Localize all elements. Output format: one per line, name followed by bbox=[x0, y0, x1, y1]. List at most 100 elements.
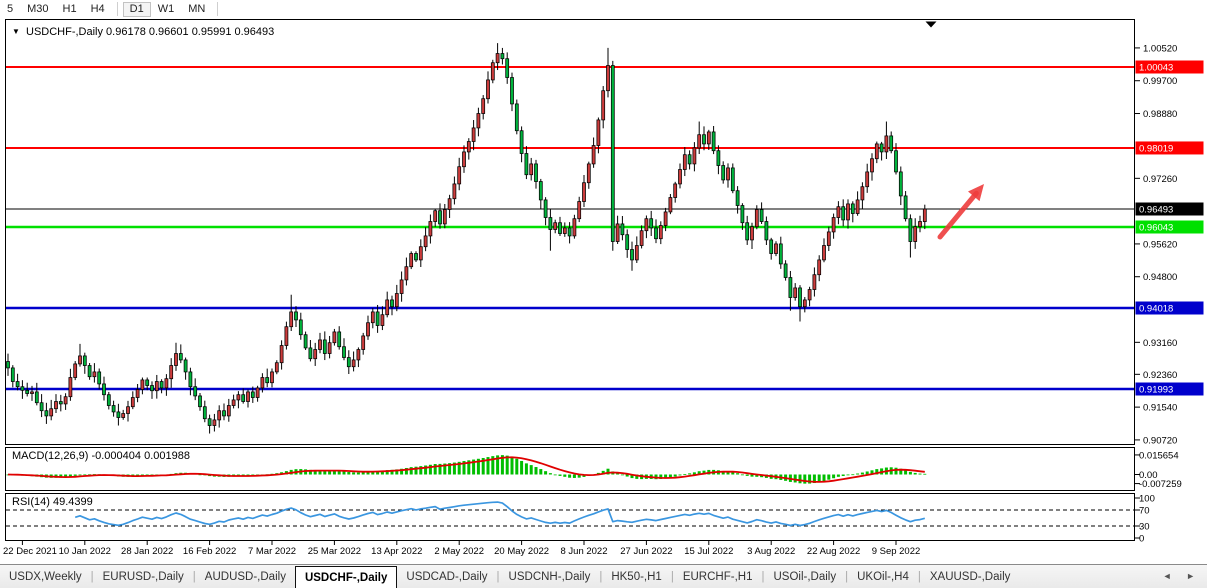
tab-usdx-weekly[interactable]: USDX,Weekly bbox=[9, 570, 82, 583]
timeframe-button-w1[interactable]: W1 bbox=[157, 2, 175, 15]
date-tick-label: 15 Jul 2022 bbox=[684, 546, 733, 557]
timeframe-toolbar: 5 M30 H1 H4 D1 W1 MN bbox=[0, 0, 1207, 18]
candle bbox=[188, 367, 193, 396]
candle bbox=[903, 191, 908, 222]
candle bbox=[783, 260, 788, 281]
timeframe-button-d1[interactable]: D1 bbox=[122, 1, 151, 17]
price-axis[interactable]: 1.00043 0.98019 0.96493 0.96043 0.94018 0.919… bbox=[1134, 43, 1204, 545]
candle bbox=[543, 197, 548, 226]
date-tick-label: 22 Aug 2022 bbox=[807, 546, 860, 557]
price-badge bbox=[1135, 60, 1204, 74]
candle bbox=[279, 340, 284, 370]
timeframe-button-h1[interactable]: H1 bbox=[62, 2, 77, 15]
tab-usoil-daily[interactable]: USOil-,Daily bbox=[773, 570, 837, 583]
date-tick-label: 7 Mar 2022 bbox=[248, 546, 296, 557]
candle bbox=[850, 201, 855, 223]
tab-hk50-h1[interactable]: HK50-,H1 bbox=[611, 570, 662, 583]
timeframe-button-m30[interactable]: M30 bbox=[27, 2, 49, 15]
candle bbox=[505, 52, 510, 84]
candle bbox=[874, 141, 879, 164]
timeframe-button-5[interactable]: 5 bbox=[7, 2, 14, 15]
price-tick-label: 0.99700 bbox=[1143, 76, 1177, 87]
candle bbox=[812, 267, 817, 297]
candle bbox=[836, 201, 841, 225]
candle bbox=[639, 225, 644, 249]
candle bbox=[390, 295, 394, 316]
candle bbox=[697, 121, 702, 155]
candle bbox=[418, 239, 423, 267]
candle bbox=[298, 312, 303, 340]
candle bbox=[322, 331, 327, 361]
candle bbox=[870, 153, 874, 181]
candle bbox=[466, 138, 471, 160]
candle bbox=[514, 99, 519, 135]
symbol-dropdown-icon[interactable]: ▼ bbox=[12, 27, 20, 36]
candle bbox=[246, 389, 250, 408]
candle bbox=[313, 342, 318, 366]
date-tick-label: 22 Dec 2021 bbox=[3, 546, 57, 557]
candle bbox=[351, 351, 356, 372]
trend-arrow-annotation[interactable] bbox=[937, 184, 984, 240]
candle bbox=[894, 143, 898, 175]
candle bbox=[769, 237, 774, 260]
candle bbox=[409, 251, 414, 270]
candle bbox=[198, 392, 202, 411]
macd-tick-label: -0.007259 bbox=[1139, 479, 1182, 490]
timeframe-button-mn[interactable]: MN bbox=[188, 2, 206, 15]
candle bbox=[831, 213, 836, 239]
macd-indicator-layer bbox=[6, 455, 927, 484]
candle bbox=[529, 157, 534, 181]
tab-usdchf-daily[interactable]: USDCHF-,Daily bbox=[294, 566, 398, 588]
candle bbox=[15, 373, 20, 391]
candle bbox=[154, 374, 159, 399]
candle bbox=[572, 214, 577, 239]
tab-separator: | bbox=[496, 571, 500, 583]
candle bbox=[39, 394, 44, 418]
candle bbox=[750, 222, 754, 249]
price-badge-label: 1.00043 bbox=[1139, 63, 1173, 74]
tab-ukoil-h4[interactable]: UKOil-,H4 bbox=[857, 570, 909, 583]
candle bbox=[34, 382, 39, 406]
candle bbox=[135, 383, 140, 403]
candle bbox=[82, 352, 87, 374]
tab-eurchf-h1[interactable]: EURCHF-,H1 bbox=[682, 570, 753, 583]
tab-audusd-daily[interactable]: AUDUSD-,Daily bbox=[204, 570, 286, 583]
tab-usdcnh-daily[interactable]: USDCNH-,Daily bbox=[508, 570, 591, 583]
candle bbox=[534, 159, 538, 189]
tab-scroll-right-button[interactable]: ► bbox=[1186, 571, 1201, 581]
candle bbox=[860, 182, 865, 210]
price-badge bbox=[1135, 202, 1204, 216]
tab-scroll-left-button[interactable]: ◄ bbox=[1162, 571, 1178, 581]
candle bbox=[591, 137, 596, 168]
rsi-panel[interactable] bbox=[5, 493, 1135, 541]
candle bbox=[654, 219, 658, 244]
candle bbox=[740, 203, 745, 230]
candle bbox=[510, 72, 514, 112]
candle bbox=[548, 209, 553, 251]
tab-eurusd-daily[interactable]: EURUSD-,Daily bbox=[102, 570, 184, 583]
candle bbox=[596, 117, 601, 154]
macd-panel[interactable] bbox=[5, 447, 1135, 491]
rsi-tick-label: 0 bbox=[1139, 534, 1144, 545]
tab-usdcad-daily[interactable]: USDCAD-,Daily bbox=[406, 570, 488, 583]
candle bbox=[798, 285, 802, 322]
price-tick-label: 0.93160 bbox=[1143, 338, 1177, 349]
candle bbox=[6, 353, 10, 376]
tab-separator: | bbox=[599, 571, 603, 583]
candle bbox=[519, 126, 524, 163]
candle bbox=[447, 194, 452, 219]
candle bbox=[404, 257, 409, 286]
date-axis[interactable]: 22 Dec 2021 10 Jan 2022 28 Jan 2022 16 Feb … bbox=[3, 540, 920, 558]
candle bbox=[663, 207, 668, 232]
candle bbox=[145, 377, 150, 391]
candle bbox=[226, 398, 231, 422]
price-tick-label: 0.91540 bbox=[1143, 403, 1177, 414]
chart-tabs-bar: USDX,Weekly | EURUSD-,Daily | AUDUSD-,Daily U… bbox=[0, 564, 1207, 588]
timeframe-button-h4[interactable]: H4 bbox=[90, 2, 105, 15]
candle bbox=[634, 236, 639, 263]
chart-shift-marker-icon bbox=[925, 21, 937, 28]
candle bbox=[788, 270, 793, 311]
candle bbox=[884, 121, 889, 159]
tab-xauusd-daily[interactable]: XAUUSD-,Daily bbox=[929, 570, 1011, 583]
